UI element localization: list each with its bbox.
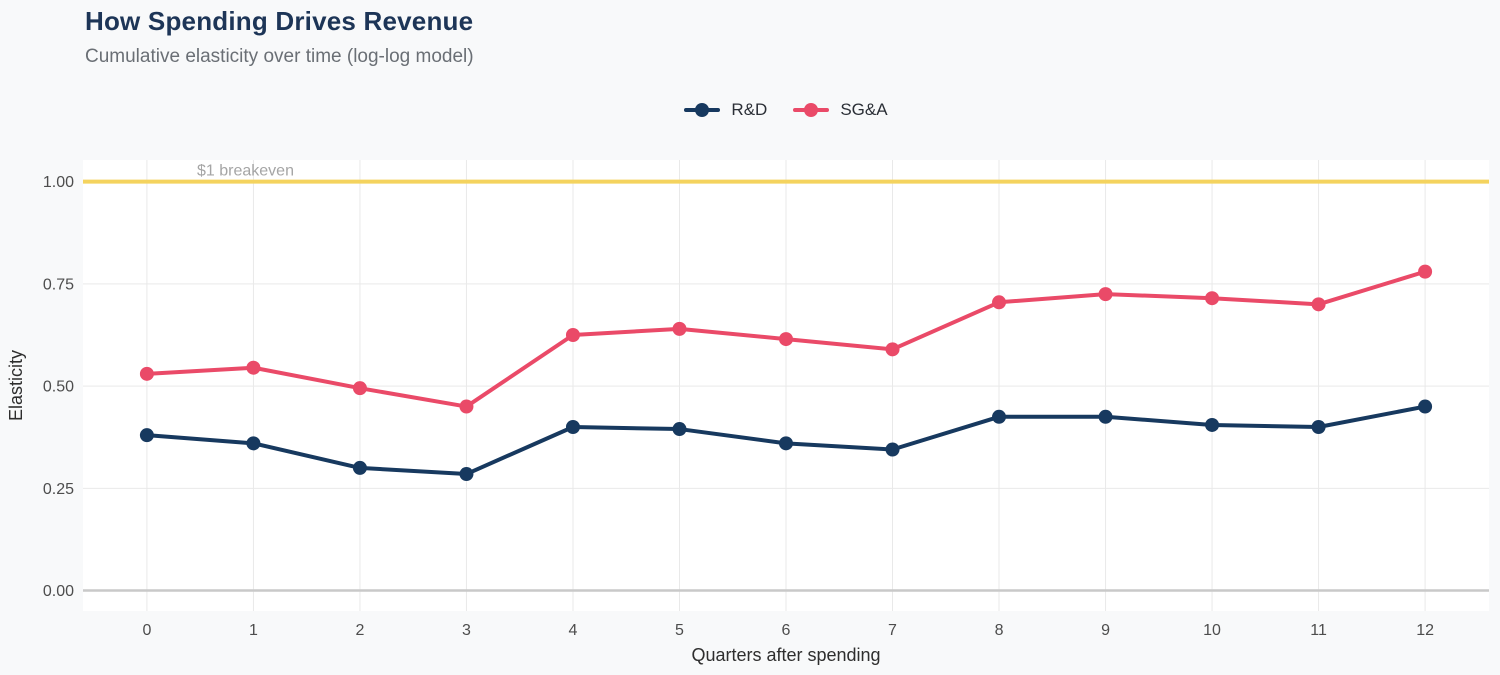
x-tick-label: 4	[569, 622, 578, 639]
x-tick-label: 8	[995, 622, 1004, 639]
series-point-rd	[352, 460, 367, 475]
y-axis-title: Elasticity	[6, 350, 26, 421]
series-point-sga	[885, 342, 900, 357]
series-point-sga	[779, 332, 793, 347]
x-tick-label: 7	[888, 622, 897, 639]
series-point-sga	[1205, 291, 1220, 306]
x-tick-label: 11	[1310, 622, 1327, 639]
legend-item-rd[interactable]: R&D	[684, 100, 767, 120]
chart-title: How Spending Drives Revenue	[85, 6, 474, 36]
series-point-sga	[139, 366, 154, 381]
x-tick-label: 6	[782, 622, 791, 639]
series-point-rd	[1205, 417, 1220, 432]
sga-series-marker-icon	[793, 103, 830, 117]
rd-series-marker-icon	[684, 103, 721, 117]
legend-label-sga: SG&A	[840, 100, 888, 119]
x-tick-label: 2	[355, 622, 364, 639]
series-point-rd	[139, 428, 154, 443]
x-tick-label: 10	[1203, 622, 1221, 639]
series-point-rd	[246, 436, 261, 451]
breakeven-label: $1 breakeven	[197, 163, 294, 180]
series-point-rd	[459, 467, 474, 482]
series-point-sga	[1418, 264, 1433, 279]
series-point-rd	[1311, 420, 1326, 435]
legend: R&D SG&A	[83, 96, 1489, 124]
series-point-sga	[1311, 297, 1326, 312]
series-point-sga	[992, 295, 1007, 310]
y-tick-label: 0.25	[43, 481, 74, 498]
series-point-sga	[459, 399, 474, 414]
series-point-rd	[779, 436, 793, 451]
series-point-rd	[672, 422, 687, 437]
x-tick-label: 9	[1101, 622, 1110, 639]
series-point-rd	[992, 409, 1007, 424]
series-point-sga	[672, 321, 687, 336]
series-point-rd	[1418, 399, 1433, 414]
x-axis-title: Quarters after spending	[691, 645, 880, 665]
series-point-rd	[885, 442, 900, 457]
y-tick-label: 0.50	[43, 379, 74, 396]
series-point-rd	[1098, 409, 1113, 424]
y-tick-label: 0.00	[43, 583, 74, 600]
series-point-rd	[565, 420, 580, 435]
x-tick-label: 1	[249, 622, 258, 639]
legend-label-rd: R&D	[731, 100, 768, 119]
y-tick-label: 1.00	[43, 174, 74, 191]
x-tick-label: 0	[142, 622, 151, 639]
series-point-sga	[352, 381, 367, 396]
y-tick-label: 0.75	[43, 276, 74, 293]
x-tick-label: 5	[675, 622, 684, 639]
series-point-sga	[565, 328, 580, 343]
x-tick-label: 12	[1416, 622, 1434, 639]
series-point-sga	[246, 360, 261, 375]
series-point-sga	[1098, 287, 1113, 302]
chart-subtitle: Cumulative elasticity over time (log-log…	[85, 46, 474, 67]
legend-item-sga[interactable]: SG&A	[793, 100, 888, 120]
x-tick-label: 3	[462, 622, 471, 639]
